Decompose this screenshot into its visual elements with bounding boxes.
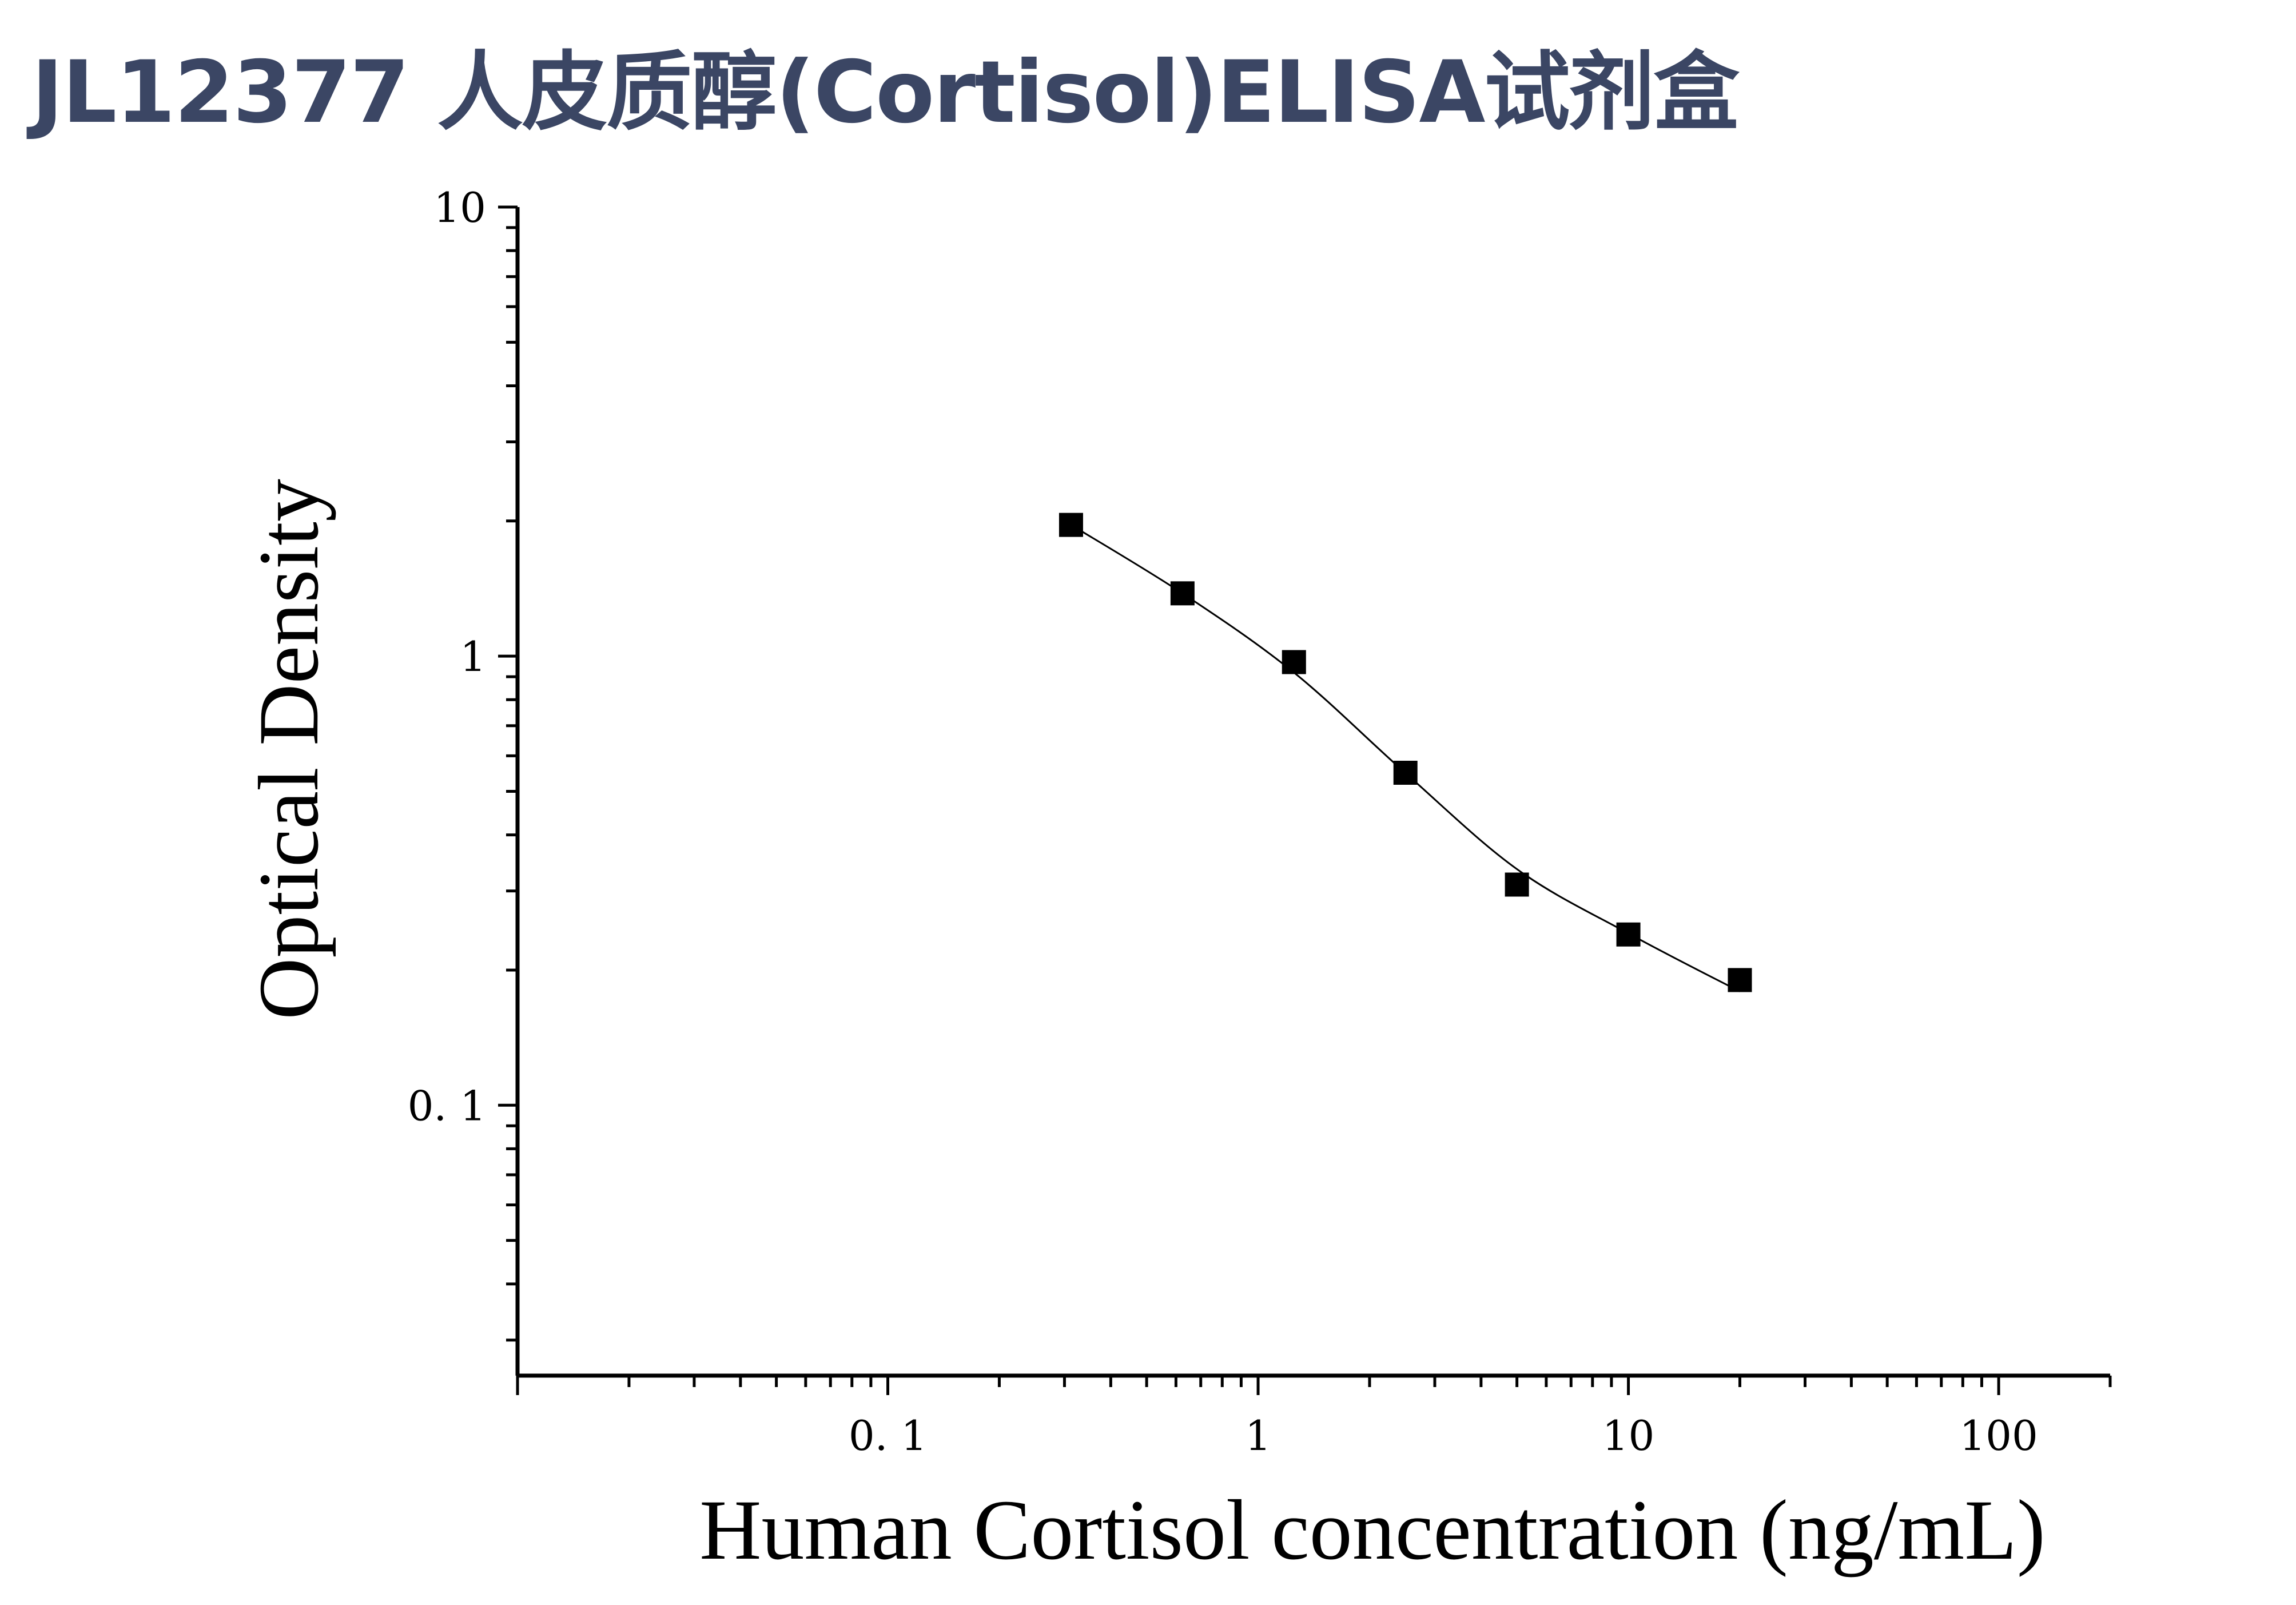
data-point bbox=[1282, 650, 1306, 674]
chart-axes bbox=[515, 207, 2110, 1378]
x-tick-label: 1 bbox=[1245, 1412, 1271, 1460]
y-axis-ticks: 0. 1 1 10 bbox=[408, 184, 518, 1342]
data-point bbox=[1728, 968, 1752, 992]
y-tick-label: 0. 1 bbox=[408, 1082, 486, 1130]
data-point bbox=[1616, 922, 1641, 947]
x-axis-ticks: 0. 1 1 10 100 bbox=[516, 1376, 2112, 1460]
data-point bbox=[1505, 872, 1529, 897]
data-point bbox=[1393, 761, 1418, 785]
x-tick-label: 100 bbox=[1959, 1412, 2038, 1460]
data-points bbox=[1059, 513, 1752, 992]
x-tick-label: 0. 1 bbox=[849, 1412, 927, 1460]
data-point bbox=[1170, 581, 1195, 606]
x-axis-title: Human Cortisol concentration (ng/mL) bbox=[699, 1483, 2046, 1578]
y-tick-label: 10 bbox=[433, 184, 486, 232]
data-point bbox=[1059, 513, 1083, 537]
x-tick-label: 10 bbox=[1602, 1412, 1655, 1460]
page-title: JL12377 人皮质醇(Cortisol)ELISA试剂盒 bbox=[31, 43, 1740, 142]
y-axis-title: Optical Density bbox=[241, 479, 336, 1020]
y-tick-label: 1 bbox=[460, 633, 486, 681]
